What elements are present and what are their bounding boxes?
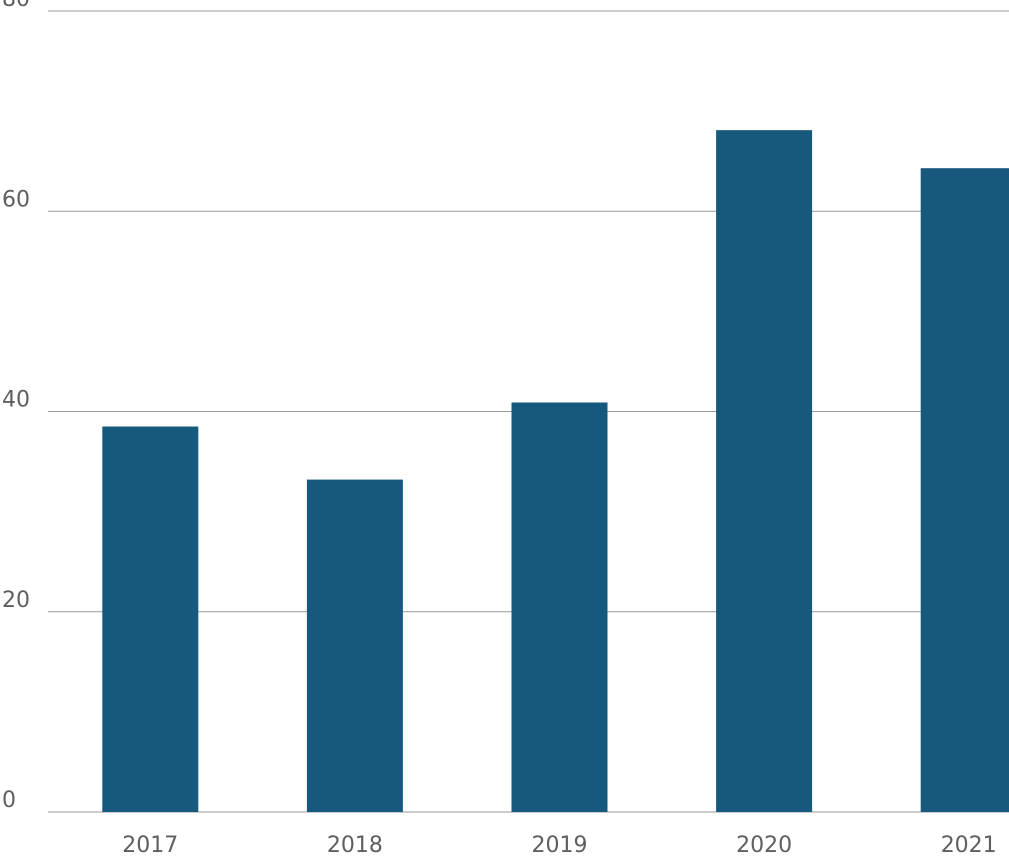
bar-2018 (306, 479, 403, 812)
x-tick-label-2020: 2020 (736, 833, 792, 858)
x-tick-label-2017: 2017 (122, 833, 178, 858)
bar-2020 (716, 130, 813, 812)
bars (102, 130, 1009, 813)
bar-2017 (102, 426, 199, 812)
y-tick-label-40: 40 (2, 388, 30, 413)
y-tick-label-20: 20 (2, 588, 30, 613)
x-axis-tick-labels: 2017 2018 2019 2020 2021 (122, 833, 996, 858)
y-tick-label-60: 60 (2, 187, 30, 212)
y-tick-label-0: 0 (2, 788, 16, 813)
y-tick-label-80: 80 (2, 0, 30, 12)
bar-2019 (511, 402, 608, 812)
x-tick-label-2019: 2019 (532, 833, 588, 858)
x-tick-label-2018: 2018 (327, 833, 383, 858)
bar-2021 (920, 168, 1009, 813)
x-tick-label-2021: 2021 (941, 833, 997, 858)
y-axis-tick-labels: 0 20 40 60 80 (2, 0, 30, 813)
